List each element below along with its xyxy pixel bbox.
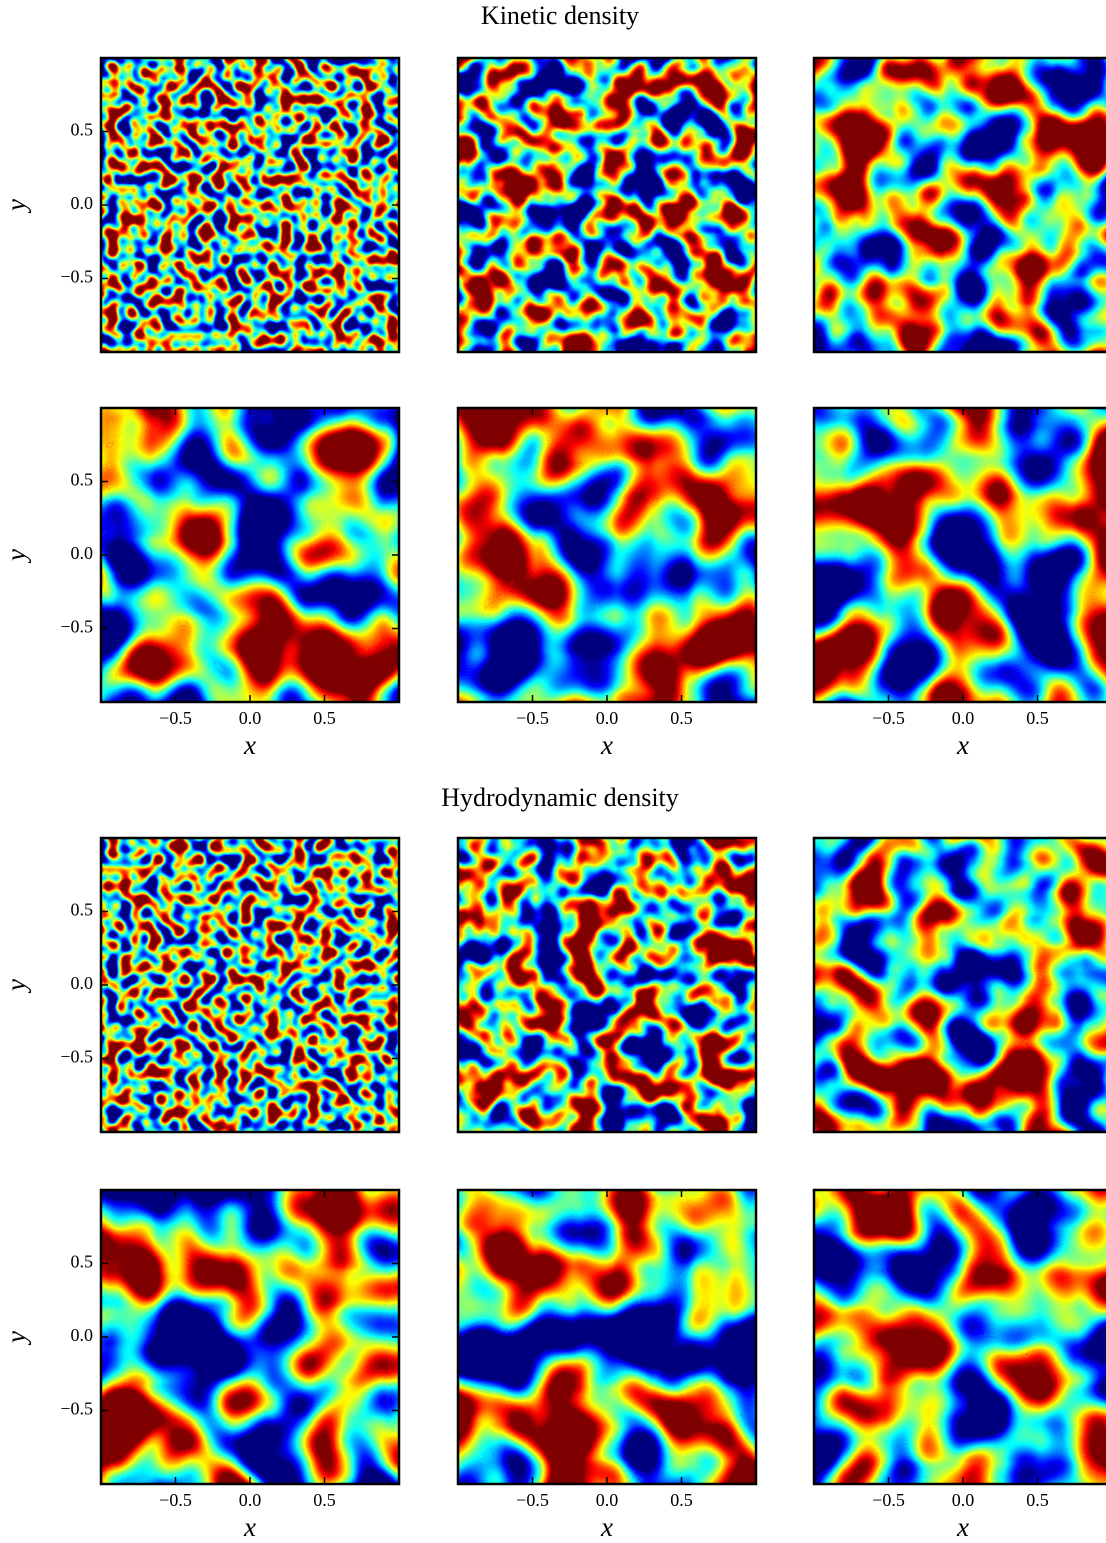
x-tick-label: 0.0 bbox=[239, 1490, 262, 1510]
heatmap-field bbox=[458, 58, 756, 352]
axes-frame bbox=[812, 836, 1106, 1134]
axes-frame bbox=[456, 406, 758, 704]
x-axis-label: x bbox=[956, 1512, 969, 1542]
x-tick-label: 0.0 bbox=[596, 708, 619, 728]
axes-frame bbox=[99, 1188, 401, 1486]
heatmap-field bbox=[101, 1190, 399, 1484]
y-tick-label: 0.5 bbox=[71, 900, 94, 920]
x-tick-label: −0.5 bbox=[516, 708, 549, 728]
x-tick-label: 0.0 bbox=[952, 1490, 975, 1510]
y-axis-label: y bbox=[1, 1331, 31, 1346]
y-tick-label: −0.5 bbox=[60, 1047, 93, 1067]
heatmap-field bbox=[458, 1190, 756, 1484]
figure-title: Kinetic density bbox=[481, 1, 639, 30]
axes-frame bbox=[456, 56, 758, 354]
x-axis-label: x bbox=[243, 730, 256, 760]
x-tick-label: −0.5 bbox=[516, 1490, 549, 1510]
axes-frame bbox=[812, 56, 1106, 354]
y-tick-label: 0.5 bbox=[71, 470, 94, 490]
x-tick-label: −0.5 bbox=[872, 1490, 905, 1510]
heatmap-field bbox=[458, 838, 756, 1132]
y-tick-label: −0.5 bbox=[60, 617, 93, 637]
x-tick-label: 0.5 bbox=[670, 708, 693, 728]
axes-frame bbox=[99, 406, 401, 704]
axes-frame bbox=[456, 1188, 758, 1486]
x-tick-label: 0.0 bbox=[239, 708, 262, 728]
heatmap-field bbox=[814, 58, 1106, 352]
y-axis-label: y bbox=[1, 199, 31, 214]
y-tick-label: 0.5 bbox=[71, 1252, 94, 1272]
heatmap-field bbox=[101, 408, 399, 702]
x-tick-label: 0.5 bbox=[313, 1490, 336, 1510]
axes-frame bbox=[99, 836, 401, 1134]
x-tick-label: −0.5 bbox=[159, 1490, 192, 1510]
y-tick-label: 0.0 bbox=[71, 543, 94, 563]
x-tick-label: −0.5 bbox=[872, 708, 905, 728]
heatmap-field bbox=[814, 1190, 1106, 1484]
x-axis-label: x bbox=[600, 1512, 613, 1542]
x-tick-label: 0.0 bbox=[952, 708, 975, 728]
heatmap-field bbox=[814, 838, 1106, 1132]
figure-title: Hydrodynamic density bbox=[441, 783, 679, 812]
y-tick-label: −0.5 bbox=[60, 267, 93, 287]
heatmap-field bbox=[101, 838, 399, 1132]
y-axis-label: y bbox=[1, 979, 31, 994]
x-axis-label: x bbox=[956, 730, 969, 760]
y-tick-label: −0.5 bbox=[60, 1399, 93, 1419]
x-tick-label: 0.5 bbox=[670, 1490, 693, 1510]
axes-frame bbox=[456, 836, 758, 1134]
x-axis-label: x bbox=[600, 730, 613, 760]
y-tick-label: 0.0 bbox=[71, 193, 94, 213]
axes-frame bbox=[812, 1188, 1106, 1486]
x-axis-label: x bbox=[243, 1512, 256, 1542]
heatmap-field bbox=[814, 408, 1106, 702]
x-tick-label: 0.5 bbox=[1026, 1490, 1049, 1510]
axes-frame bbox=[812, 406, 1106, 704]
x-tick-label: 0.5 bbox=[1026, 708, 1049, 728]
x-tick-label: −0.5 bbox=[159, 708, 192, 728]
heatmap-field bbox=[101, 58, 399, 352]
heatmap-field bbox=[458, 408, 756, 702]
y-tick-label: 0.0 bbox=[71, 973, 94, 993]
x-tick-label: 0.0 bbox=[596, 1490, 619, 1510]
x-tick-label: 0.5 bbox=[313, 708, 336, 728]
y-tick-label: 0.0 bbox=[71, 1325, 94, 1345]
y-axis-label: y bbox=[1, 549, 31, 564]
axes-frame bbox=[99, 56, 401, 354]
y-tick-label: 0.5 bbox=[71, 120, 94, 140]
